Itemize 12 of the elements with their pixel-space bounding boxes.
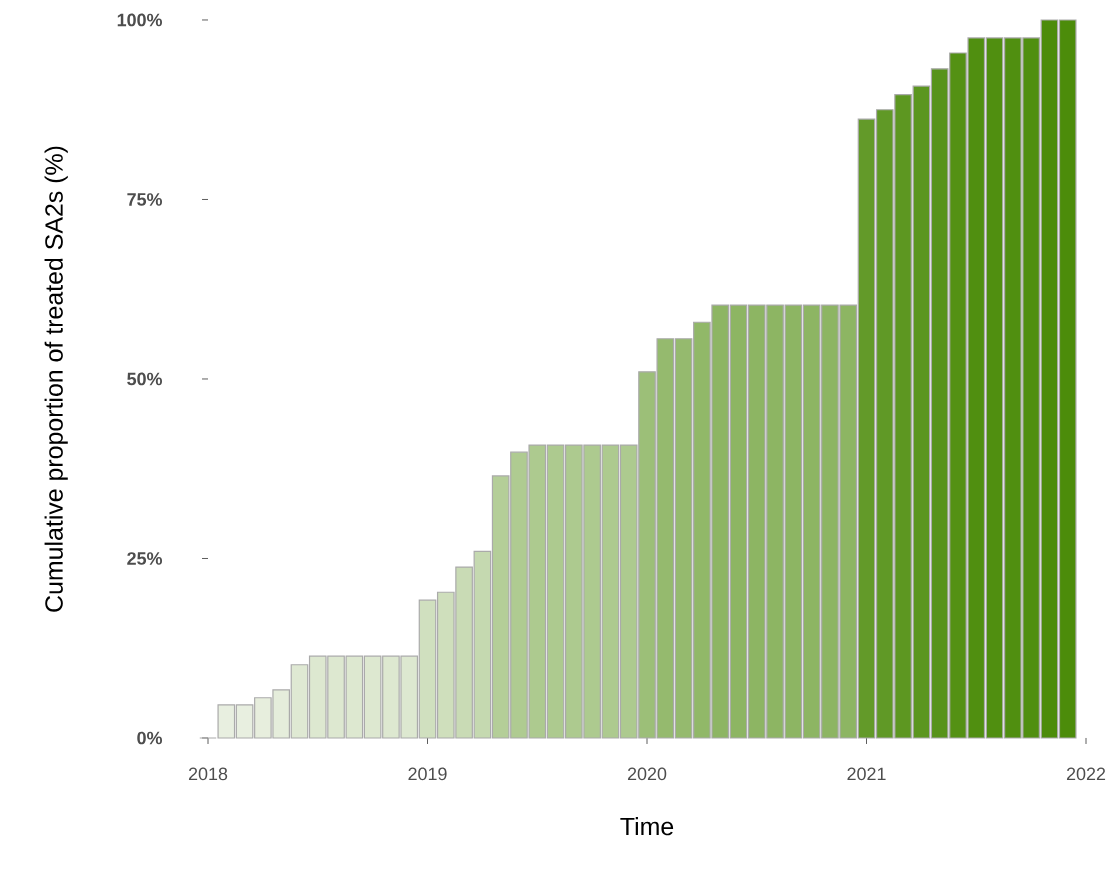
x-tick-label: 2019	[408, 767, 447, 781]
x-tick-label: 2020	[627, 767, 667, 781]
y-tick-label: 50%	[127, 372, 163, 386]
x-tick-label: 2018	[188, 767, 228, 781]
y-tick-label: 100%	[117, 13, 163, 27]
x-axis-title: Time	[620, 817, 674, 836]
y-tick-label: 75%	[127, 193, 163, 206]
x-tick-label: 2021	[847, 767, 886, 781]
x-tick-label: 2022	[1066, 767, 1106, 781]
y-tick-label: 0%	[137, 731, 163, 745]
y-tick-label: 25%	[127, 552, 163, 565]
y-axis-title: Cumulative proportion of treated SA2s (%)	[44, 146, 68, 612]
